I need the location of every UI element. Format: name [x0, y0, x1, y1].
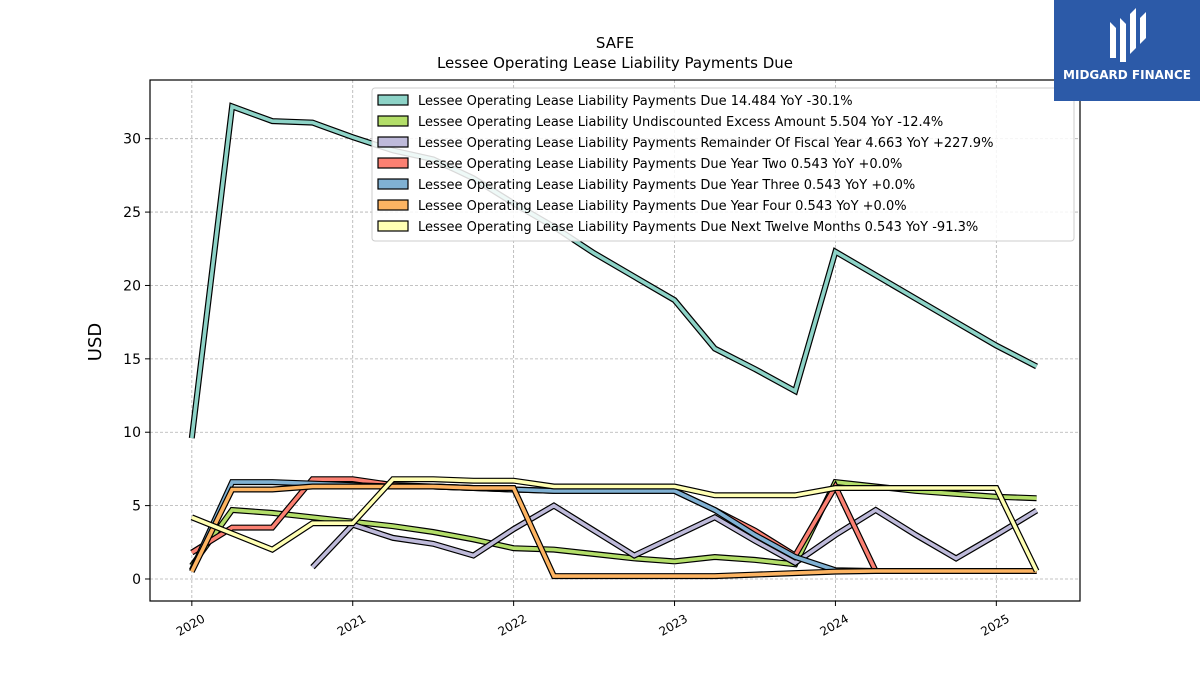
y-tick-label: 0: [132, 572, 141, 588]
x-tick-label: 2025: [978, 611, 1011, 638]
brand-logo: MIDGARD FINANCE: [1054, 0, 1200, 101]
legend-swatch: [377, 178, 409, 190]
legend-box: [371, 87, 1075, 242]
legend-label: Lessee Operating Lease Liability Payment…: [418, 157, 902, 172]
plot-frame: [149, 79, 1081, 602]
legend-label: Lessee Operating Lease Liability Payment…: [418, 178, 915, 193]
y-tick-label: 30: [123, 132, 141, 148]
series-line-6: [190, 484, 1037, 578]
legend: Lessee Operating Lease Liability Payment…: [371, 87, 1075, 242]
y-tick-label: 15: [123, 352, 141, 368]
y-tick-label: 5: [132, 499, 141, 515]
legend-label: Lessee Operating Lease Liability Payment…: [418, 199, 907, 214]
series-line-7: [191, 477, 1039, 572]
chart-subtitle: Lessee Operating Lease Liability Payment…: [437, 54, 793, 72]
legend-swatch: [377, 136, 409, 148]
x-tick-label: 2020: [174, 611, 207, 638]
legend-swatch: [377, 94, 409, 106]
x-tick-label: 2023: [657, 611, 690, 638]
series-lines: [188, 102, 1040, 580]
y-axis-label: USD: [85, 323, 106, 361]
x-tick-label: 2022: [496, 611, 529, 638]
logo-mark-icon: [1110, 8, 1146, 62]
logo-text: MIDGARD FINANCE: [1063, 68, 1191, 82]
legend-label: Lessee Operating Lease Liability Payment…: [418, 136, 993, 151]
y-tick-label: 20: [123, 278, 141, 294]
x-tick-label: 2021: [335, 611, 368, 638]
legend-swatch: [377, 220, 409, 232]
x-tick-label: 2024: [817, 611, 850, 638]
legend-swatch: [377, 199, 409, 211]
legend-label: Lessee Operating Lease Liability Payment…: [418, 94, 853, 109]
legend-label: Lessee Operating Lease Liability Payment…: [418, 220, 978, 235]
legend-label: Lessee Operating Lease Liability Undisco…: [418, 115, 943, 130]
chart-title: SAFE: [596, 34, 634, 52]
series-line-1: [190, 103, 1038, 439]
legend-swatch: [377, 157, 409, 169]
series-line-3: [311, 503, 1038, 569]
y-tick-label: 25: [123, 205, 141, 221]
y-tick-label: 10: [123, 425, 141, 441]
legend-swatch: [377, 115, 409, 127]
